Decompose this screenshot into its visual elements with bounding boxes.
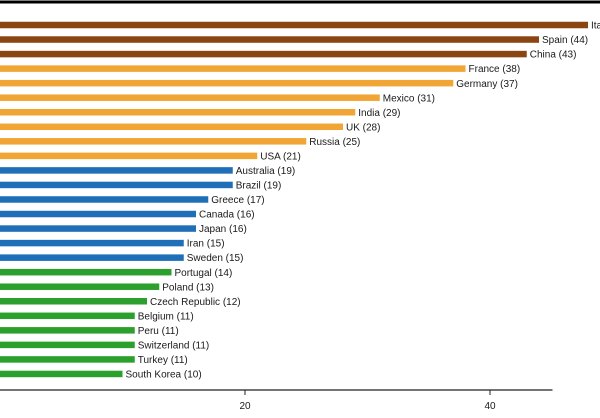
bar-sweden [0, 254, 184, 261]
bar-label-russia: Russia (25) [309, 137, 360, 148]
x-tick-label-20: 20 [239, 401, 251, 412]
bar-south-korea [0, 370, 123, 378]
bar-label-turkey: Turkey (11) [138, 355, 188, 366]
bar-label-sweden: Sweden (15) [187, 253, 244, 264]
bar-iran [0, 239, 184, 247]
x-axis: 20 40 [0, 389, 553, 412]
bar-label-japan: Japan (16) [199, 224, 247, 235]
bar-label-poland: Poland (13) [162, 282, 214, 293]
bar-label-usa: USA (21) [260, 151, 301, 162]
bar-label-south-korea: South Korea (10) [126, 370, 202, 381]
bars-layer [0, 21, 588, 378]
bar-label-switzerland: Switzerland (11) [138, 340, 210, 351]
x-tick-label-40: 40 [484, 401, 496, 412]
bar-france [0, 65, 466, 72]
bar-label-brazil: Brazil (19) [236, 181, 282, 192]
bar-label-portugal: Portugal (14) [175, 268, 233, 279]
bar-canada [0, 210, 196, 218]
bar-label-germany: Germany (37) [456, 79, 518, 90]
bar-labels-layer: Italy (48)Spain (44) China (43) France (38… [126, 21, 600, 381]
bar-label-belgium: Belgium (11) [138, 311, 194, 322]
bar-label-czech-republic: Czech Republic (12) [150, 297, 241, 308]
bar-belgium [0, 312, 135, 320]
bar-label-greece: Greece (17) [211, 195, 264, 206]
bar-label-china: China (43) [530, 50, 577, 61]
bar-germany [0, 79, 454, 87]
bar-label-uk: UK (28) [346, 122, 380, 133]
bar-label-australia: Australia (19) [236, 166, 295, 177]
bar-label-spain: Spain (44) [542, 35, 588, 46]
bar-label-mexico: Mexico (31) [383, 93, 435, 104]
bar-label-iran: Iran (15) [187, 239, 225, 250]
bar-label-peru: Peru (11) [138, 326, 179, 337]
bar-greece [0, 196, 209, 203]
bar-japan [0, 225, 196, 232]
bar-russia [0, 138, 307, 145]
bar-spain [0, 36, 539, 43]
bar-label-india: India (29) [358, 108, 400, 119]
bar-italy [0, 21, 588, 29]
bar-portugal [0, 268, 172, 276]
bar-peru [0, 327, 135, 334]
bar-switzerland [0, 341, 135, 349]
bar-mexico [0, 94, 380, 101]
bar-brazil [0, 181, 233, 189]
bar-poland [0, 283, 160, 290]
bar-label-canada: Canada (16) [199, 210, 255, 221]
bar-china [0, 50, 527, 58]
bar-label-france: France (38) [469, 64, 521, 75]
bar-usa [0, 152, 258, 160]
bar-label-italy: Italy (48) [591, 21, 600, 32]
bar-uk [0, 123, 343, 131]
bar-australia [0, 167, 233, 174]
bar-india [0, 108, 356, 116]
bar-turkey [0, 356, 135, 363]
bar-czech-republic [0, 298, 147, 305]
